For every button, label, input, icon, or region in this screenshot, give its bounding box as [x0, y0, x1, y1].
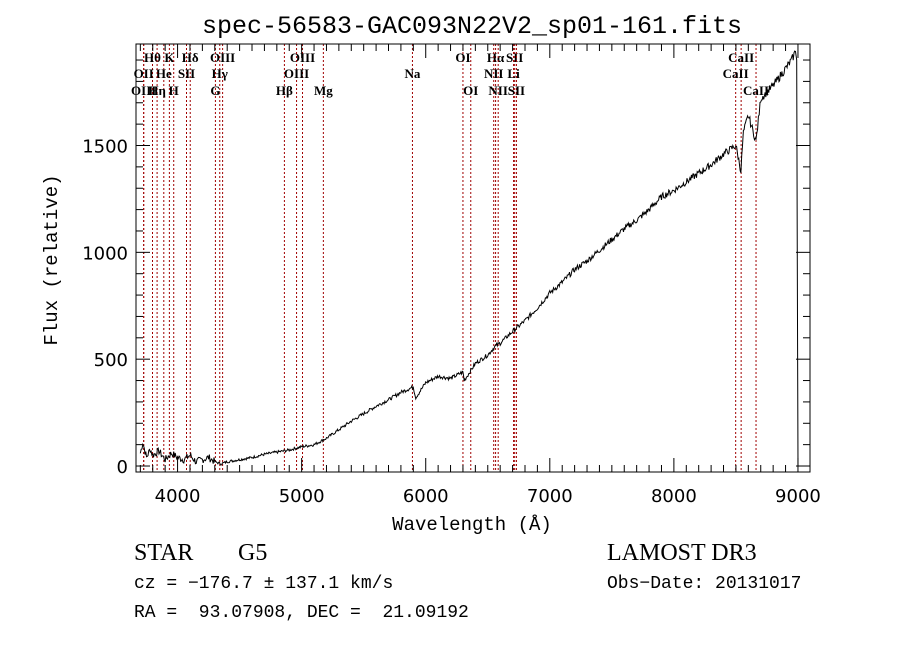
spectral-line-label: OI	[455, 50, 470, 65]
spectral-line-label: NII	[484, 66, 504, 81]
spectral-line-label: OIII	[131, 83, 156, 98]
spectral-line-label: Hδ	[182, 50, 199, 65]
x-tick-label: 9000	[775, 486, 821, 507]
spectral-line-label: SII	[508, 83, 525, 98]
spectral-line-label: Mg	[314, 83, 333, 98]
spectral-line-label: Li	[507, 66, 520, 81]
y-tick-label: 0	[117, 457, 128, 478]
spectral-line-label: OIII	[290, 50, 315, 65]
object-class: STAR	[134, 540, 194, 566]
spectral-line-label: NII	[488, 83, 508, 98]
spectral-line-label: CaII	[723, 66, 749, 81]
spectral-line-label: SII	[178, 66, 195, 81]
series-layer	[139, 50, 810, 467]
spectral-line-label: Hθ	[144, 50, 161, 65]
y-axis-label: Flux (relative)	[41, 174, 63, 345]
x-tick-label: 7000	[527, 486, 573, 507]
object-subclass: G5	[238, 540, 268, 566]
x-tick-label: 6000	[403, 486, 449, 507]
spectral-line-label: Na	[405, 66, 421, 81]
survey-label: LAMOST DR3	[607, 540, 757, 566]
spectral-line-label: SII	[506, 50, 523, 65]
y-tick-label: 500	[94, 350, 128, 371]
y-tick-label: 1000	[82, 243, 128, 264]
spectral-line-label: K	[164, 50, 175, 65]
spectral-line-label: Hη	[148, 83, 166, 98]
spectral-line-label: OIII	[210, 50, 235, 65]
axes: 4000 5000 6000 7000 8000 9000 0 500 1000 1500	[82, 43, 821, 507]
x-tick-label: 5000	[279, 486, 325, 507]
spectrum-line	[139, 50, 810, 467]
x-axis-label: Wavelength (Å)	[392, 514, 552, 536]
obs-date: Obs−Date: 20131017	[607, 574, 802, 594]
coordinates: RA = 93.07908, DEC = 21.09192	[134, 603, 469, 623]
spectral-line-label: He	[156, 66, 172, 81]
plot-frame	[135, 43, 811, 473]
x-tick-label: 4000	[155, 486, 201, 507]
spectral-line-label: CaII	[743, 83, 769, 98]
spectral-line-label: Hγ	[212, 66, 228, 81]
spectral-line-label: G	[210, 83, 220, 98]
spectral-line-label: H	[169, 83, 179, 98]
spectral-line-label: CaII	[728, 50, 754, 65]
spectral-line-label: Hα	[487, 50, 505, 65]
spectral-line-label: OIII	[284, 66, 309, 81]
redshift-text: cz = −176.7 ± 137.1 km/s	[134, 574, 394, 594]
spectral-line-label: Hβ	[276, 83, 293, 98]
x-tick-label: 8000	[651, 486, 697, 507]
spectral-line-label: OI	[463, 83, 478, 98]
chart-title: spec-56583-GAC093N22V2_sp01-161.fits	[202, 12, 742, 41]
y-tick-label: 1500	[82, 136, 128, 157]
